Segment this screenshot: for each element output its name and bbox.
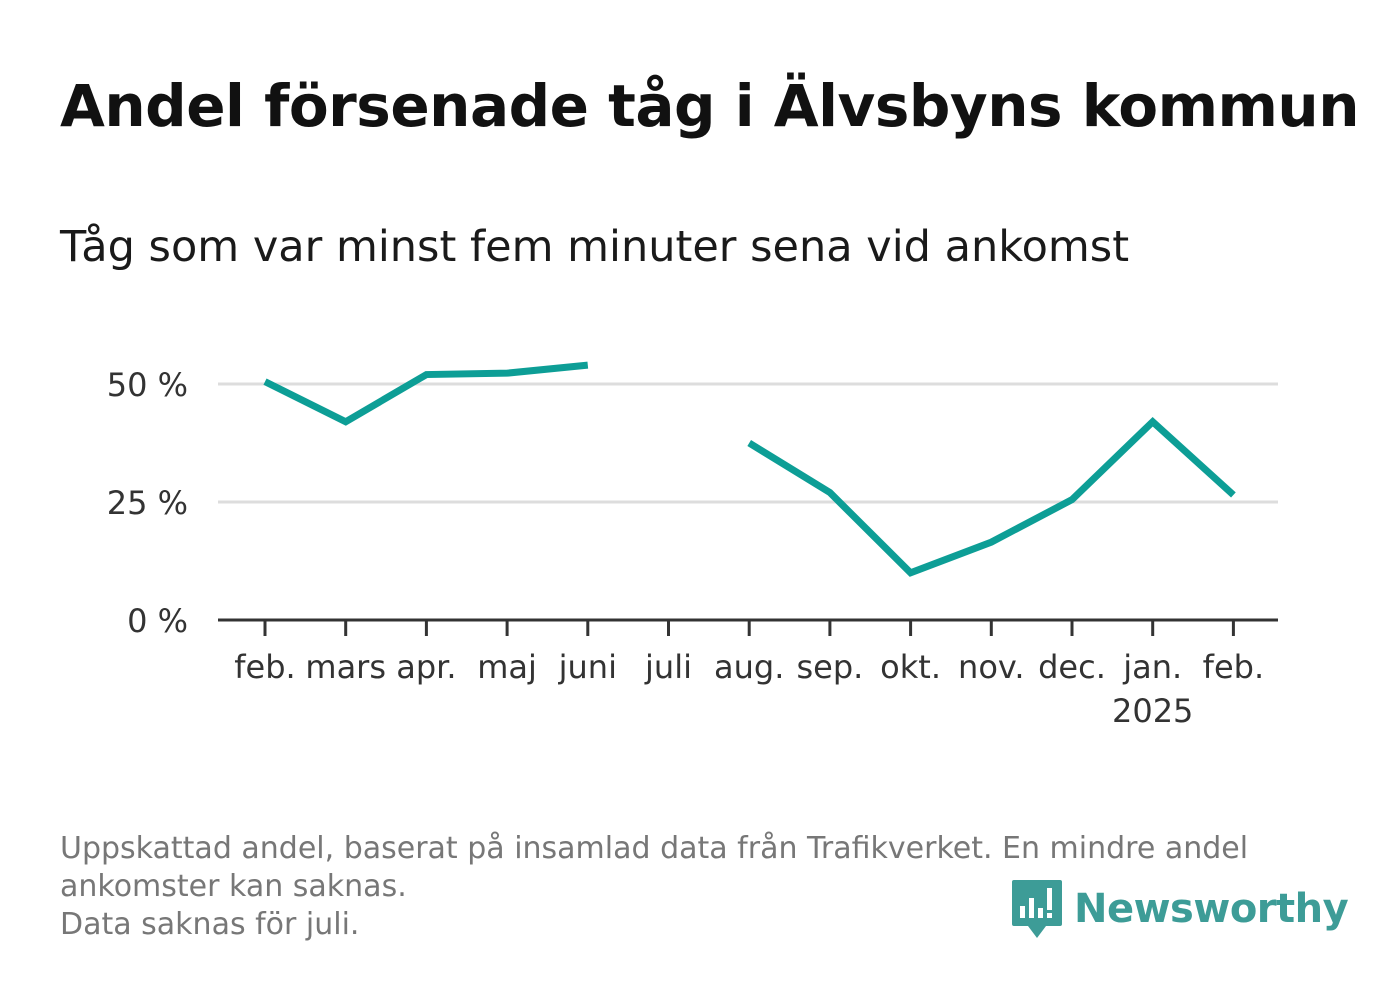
y-tick-label: 25 % (107, 484, 188, 522)
y-tick-label: 50 % (107, 366, 188, 404)
x-tick-label: mars (305, 648, 386, 686)
chart-title: Andel försenade tåg i Älvsbyns kommun (60, 72, 1360, 140)
y-tick-label: 0 % (127, 602, 188, 640)
x-axis (218, 618, 1278, 636)
grid-lines (218, 382, 1278, 504)
footnote-line-2: ankomster kan saknas. (60, 869, 407, 904)
x-tick-sublabel: 2025 (1112, 692, 1193, 730)
x-tick-label: aug. (714, 648, 784, 686)
x-tick-label: nov. (958, 648, 1024, 686)
y-axis-tick-labels: 0 % 25 % 50 % (107, 366, 188, 640)
brand-name: Newsworthy (1074, 886, 1349, 932)
x-tick-label: maj (477, 648, 537, 686)
series-line-segment (747, 416, 1236, 577)
x-tick-label: juni (558, 648, 617, 686)
series-lines (263, 361, 1236, 577)
footnote-line-3: Data saknas för juli. (60, 907, 360, 942)
x-tick-label: dec. (1038, 648, 1106, 686)
bar-chart-speech-bubble-icon (1012, 880, 1062, 938)
x-tick-label: feb. (1203, 648, 1264, 686)
x-tick-label: feb. (234, 648, 295, 686)
series-line-segment (263, 361, 589, 426)
x-tick-label: jan. (1122, 648, 1182, 686)
x-tick-label: okt. (880, 648, 941, 686)
footnote-line-1: Uppskattad andel, baserat på insamlad da… (60, 831, 1249, 866)
x-tick-label: sep. (796, 648, 863, 686)
line-chart: 0 % 25 % 50 % feb. mars apr. maj juni juli aug. s… (107, 361, 1278, 730)
x-axis-tick-labels: feb. mars apr. maj juni juli aug. sep. okt. nov. d… (234, 648, 1264, 730)
brand-logo: Newsworthy (1010, 878, 1349, 940)
x-tick-label: juli (644, 648, 692, 686)
chart-subtitle: Tåg som var minst fem minuter sena vid a… (60, 222, 1130, 272)
x-tick-label: apr. (396, 648, 456, 686)
footnote: Uppskattad andel, baserat på insamlad da… (60, 830, 1320, 944)
